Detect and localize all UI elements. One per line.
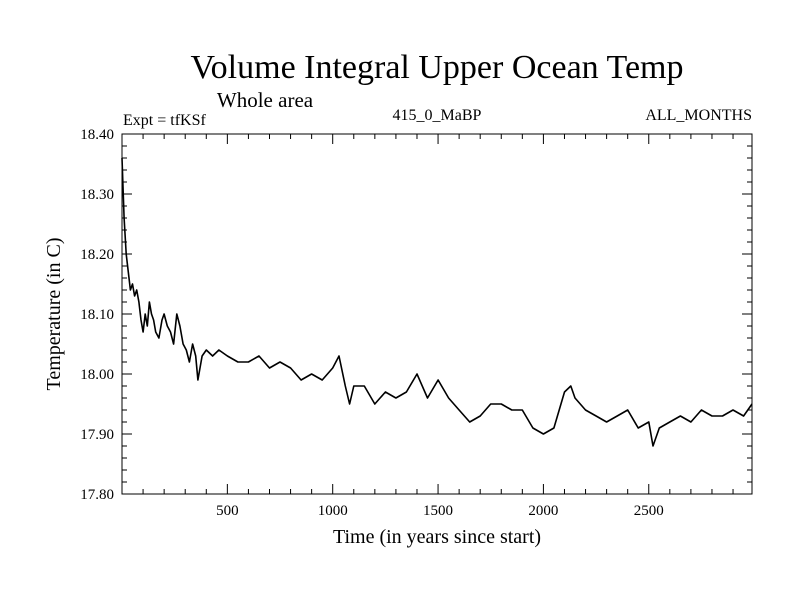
plot-frame [121,133,753,495]
experiment-label: Expt = tfKSf [123,112,206,129]
x-tick-label: 500 [216,503,239,519]
y-tick-label: 18.10 [80,307,114,323]
y-tick-label: 18.20 [80,247,114,263]
x-axis-label: Time (in years since start) [333,526,541,548]
x-tick-label: 1500 [423,503,453,519]
x-tick-label: 2500 [634,503,664,519]
temperature-series-line [121,157,753,447]
x-axis-ticks: 500 1000 1500 2000 2500 [142,134,734,519]
y-tick-label: 18.30 [80,187,114,203]
y-tick-label: 18.00 [80,367,114,383]
x-tick-label: 2000 [528,503,558,519]
y-tick-label: 17.90 [80,427,114,443]
run-label: 415_0_MaBP [393,107,482,124]
series-layer [121,157,753,447]
y-axis-label: Temperature (in C) [43,238,65,391]
months-label: ALL_MONTHS [645,107,752,124]
x-tick-label: 1000 [318,503,348,519]
y-tick-label: 17.80 [80,487,114,503]
chart-subtitle: Whole area [217,88,314,112]
y-axis-ticks: 17.80 17.90 18.00 18.10 18.20 18.30 18.40 [80,127,752,503]
y-tick-label: 18.40 [80,127,114,143]
chart-title: Volume Integral Upper Ocean Temp [191,49,684,86]
